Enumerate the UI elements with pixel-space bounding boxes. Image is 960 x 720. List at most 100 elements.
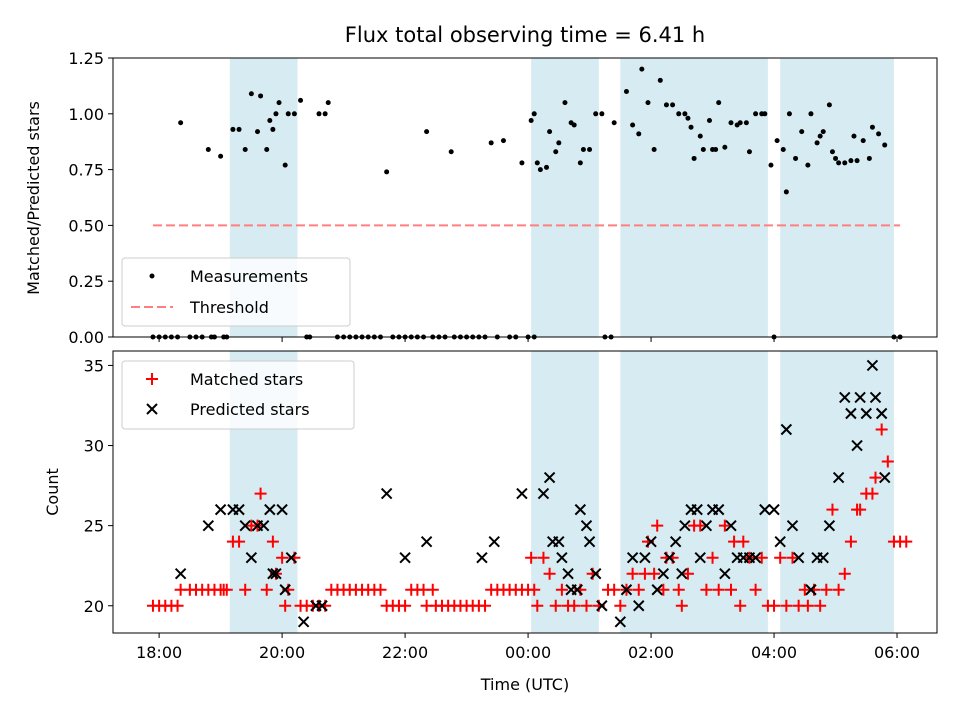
matched-point-112 (786, 551, 799, 564)
measurement-point-95 (663, 102, 669, 108)
measurement-point-50 (424, 129, 430, 135)
predicted-point-64 (780, 423, 793, 436)
predicted-point-1 (202, 519, 215, 532)
measurement-point-12 (218, 153, 224, 159)
predicted-point-60 (749, 551, 762, 564)
measurement-point-33 (322, 111, 328, 117)
measurement-point-134 (842, 160, 848, 166)
bottom-ytick-label-2: 30 (84, 437, 104, 456)
bottom-legend: Matched stars Predicted stars (121, 360, 355, 430)
predicted-point-34 (583, 535, 596, 548)
measurement-point-76 (556, 140, 562, 146)
matched-point-40 (374, 583, 387, 596)
matched-point-76 (580, 599, 593, 612)
predicted-point-20 (420, 535, 433, 548)
predicted-point-63 (774, 535, 786, 548)
top-shaded-window-1 (531, 58, 599, 337)
matched-point-88 (651, 519, 664, 532)
matched-point-84 (632, 583, 645, 596)
xtick-label-5: 04:00 (751, 643, 797, 662)
matched-point-81 (614, 599, 627, 612)
matched-point-101 (725, 583, 737, 596)
measurement-point-117 (768, 162, 774, 168)
legend-matched-label: Matched stars (190, 370, 303, 389)
predicted-point-36 (596, 600, 608, 612)
matched-point-121 (838, 567, 851, 580)
predicted-point-10 (267, 568, 279, 580)
matched-point-120 (832, 583, 845, 596)
measurement-point-73 (544, 164, 550, 170)
matched-point-71 (549, 599, 562, 612)
matched-point-132 (900, 535, 913, 548)
measurement-point-109 (728, 120, 734, 126)
matched-point-20 (260, 583, 273, 596)
measurement-point-91 (639, 66, 645, 72)
measurement-point-128 (817, 133, 823, 139)
top-ytick-label-5: 1.25 (68, 49, 104, 68)
measurement-point-25 (276, 100, 282, 106)
predicted-point-79 (875, 407, 888, 420)
measurement-point-84 (599, 111, 605, 117)
measurement-point-97 (676, 111, 682, 117)
predicted-point-71 (832, 471, 845, 484)
measurement-point-72 (537, 167, 543, 173)
bottom-y-axis: 20 25 30 35 (84, 356, 113, 616)
measurement-point-114 (753, 111, 759, 117)
predicted-point-70 (823, 519, 836, 532)
predicted-point-6 (245, 551, 258, 564)
bottom-legend-box (121, 360, 355, 430)
predicted-point-22 (488, 535, 500, 548)
matched-point-103 (734, 599, 747, 612)
measurement-point-9 (205, 147, 211, 153)
matched-point-49 (426, 583, 439, 596)
top-axes-frame (112, 57, 938, 338)
measurement-point-22 (267, 117, 273, 123)
top-observing-windows (229, 58, 894, 337)
matched-point-107 (755, 551, 768, 564)
measurement-point-129 (820, 129, 826, 135)
matched-point-92 (672, 583, 685, 596)
predicted-point-72 (839, 391, 851, 404)
matched-point-96 (694, 519, 707, 532)
bottom-axes-frame (112, 350, 938, 634)
predicted-point-33 (580, 519, 593, 532)
measurement-point-135 (848, 158, 854, 164)
xtick-label-1: 20:00 (259, 643, 305, 662)
predicted-point-37 (614, 616, 627, 628)
x-axis-label: Time (UTC) (480, 675, 569, 694)
measurement-point-120 (780, 147, 786, 153)
predicted-point-77 (866, 359, 879, 372)
matched-point-110 (774, 551, 787, 564)
legend-measurements-label: Measurements (190, 267, 308, 286)
matched-point-15 (233, 535, 246, 548)
bottom-counts-layer (146, 359, 913, 628)
predicted-point-27 (553, 535, 565, 548)
measurement-point-130 (826, 102, 832, 108)
measurement-point-68 (528, 117, 534, 123)
predicted-point-45 (663, 551, 676, 564)
matched-point-4 (171, 599, 184, 612)
xtick-label-4: 02:00 (628, 643, 674, 662)
measurement-point-90 (636, 131, 642, 137)
measurement-point-108 (722, 144, 728, 150)
measurement-point-27 (285, 111, 291, 117)
bottom-shaded-window-2 (620, 351, 768, 633)
measurement-point-123 (793, 155, 799, 161)
predicted-point-65 (786, 519, 799, 532)
measurement-point-119 (774, 138, 780, 144)
measurement-point-96 (670, 102, 676, 108)
measurement-point-75 (553, 149, 559, 155)
predicted-point-76 (860, 407, 872, 420)
measurement-point-66 (519, 160, 525, 166)
matched-point-111 (780, 599, 793, 612)
predicted-point-55 (719, 568, 731, 580)
predicted-point-54 (712, 503, 725, 516)
measurement-point-140 (869, 124, 875, 130)
predicted-point-19 (399, 551, 411, 564)
top-shaded-window-3 (780, 58, 894, 337)
bottom-y-axis-label: Count (43, 468, 62, 516)
measurement-point-104 (706, 117, 712, 123)
measurement-point-98 (682, 111, 688, 117)
measurement-point-82 (587, 147, 593, 153)
matched-point-97 (700, 583, 713, 596)
